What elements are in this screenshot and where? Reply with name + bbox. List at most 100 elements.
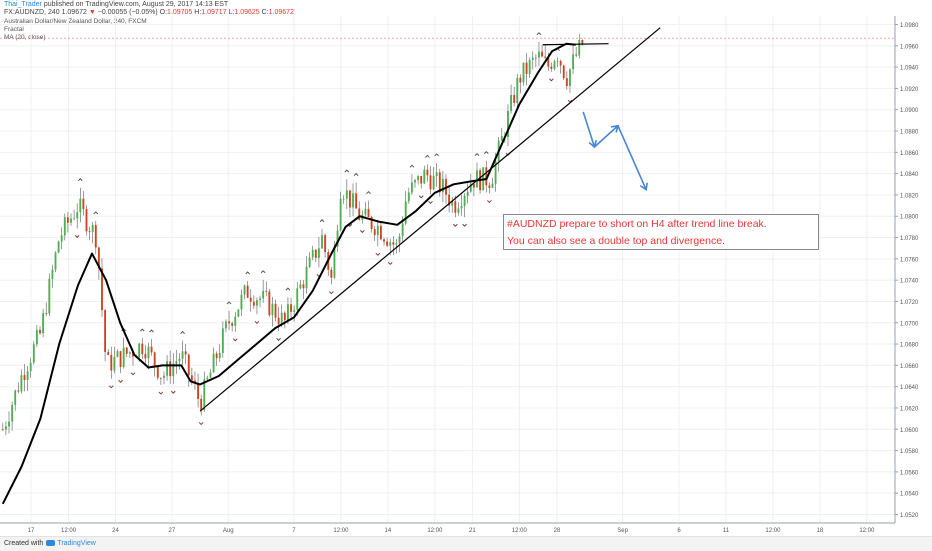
candle-body: [88, 231, 91, 233]
resistance-line: [542, 43, 609, 46]
candle-body: [572, 54, 574, 70]
candle-body: [336, 230, 339, 247]
candle-body: [488, 185, 491, 188]
ohlc-info: FX:AUDNZD, 240 1.09672 ▼ −0.00055 (−0.05…: [4, 9, 294, 16]
candle-body: [29, 362, 32, 372]
fractal-up-marker: [353, 172, 359, 176]
open-label: O:: [159, 9, 168, 16]
candle-body: [404, 201, 407, 224]
time-tick-label: 12:00: [333, 528, 349, 534]
fractal-down-marker: [108, 385, 114, 389]
fractal-down-marker: [74, 235, 80, 239]
candle-body: [14, 390, 17, 405]
fractal-down-marker: [232, 338, 238, 342]
candle-body: [528, 59, 531, 74]
fractal-up-marker: [226, 301, 232, 305]
candle-body: [203, 379, 206, 410]
tradingview-link[interactable]: TradingView: [57, 540, 96, 547]
candle-body: [265, 290, 268, 292]
candle-body: [364, 208, 367, 215]
candle-body: [383, 239, 385, 242]
fractal-up-marker: [319, 219, 325, 223]
candle-body: [429, 175, 432, 190]
candle-body: [441, 178, 444, 193]
candle-body: [407, 192, 410, 202]
candle-body: [113, 356, 116, 371]
change-value: −0.00055 (−0.05%): [97, 9, 158, 16]
candle-body: [156, 366, 159, 378]
candle-body: [358, 208, 361, 220]
ma-indicator-label[interactable]: MA (20, close): [4, 34, 46, 41]
tradingview-logo-icon: [46, 540, 56, 547]
fractal-down-marker: [130, 372, 136, 376]
candle-body: [262, 290, 265, 299]
candle-body: [119, 351, 122, 367]
candle-body: [212, 353, 215, 373]
last-price: 1.09672: [61, 9, 87, 16]
projection-arrow-segment: [617, 125, 647, 190]
candle-body: [451, 201, 454, 206]
candle-body: [228, 321, 230, 324]
candle-body: [410, 182, 413, 193]
price-tick-label: 1.0860: [900, 151, 919, 157]
price-tick-label: 1.0900: [900, 108, 919, 114]
time-tick-label: 28: [554, 528, 561, 534]
candle-body: [197, 383, 199, 399]
trend-line: [199, 27, 661, 412]
price-tick-label: 1.0940: [900, 66, 919, 72]
candle-body: [432, 175, 435, 190]
candle-body: [243, 285, 246, 295]
price-tick-label: 1.0980: [900, 23, 919, 29]
fractal-down-marker: [276, 337, 281, 341]
candle-body: [190, 375, 193, 381]
candle-body: [472, 183, 475, 188]
price-tick-label: 1.0620: [900, 406, 919, 412]
candle-body: [11, 404, 14, 422]
candle-body: [159, 377, 162, 379]
candle-body: [206, 377, 209, 380]
author-link[interactable]: Thai_Trader: [4, 1, 42, 8]
candle-body: [32, 344, 35, 363]
fractal-up-marker: [536, 32, 542, 36]
candle-body: [246, 285, 249, 298]
fractal-down-marker: [487, 200, 492, 204]
price-tick-label: 1.0640: [900, 385, 919, 391]
fractal-indicator-label[interactable]: Fractal: [4, 26, 24, 33]
price-chart[interactable]: 1.0980 1.0960 1.0940 1.0920 1.0900 1.0880 1.08…: [0, 0, 932, 536]
chart-header: Thai_Trader published on TradingView.com…: [0, 0, 932, 16]
candle-body: [516, 77, 519, 103]
candle-body: [469, 183, 472, 192]
candle-body: [45, 313, 48, 314]
time-tick-label: 12:00: [859, 528, 875, 534]
candle-body: [342, 198, 345, 200]
time-tick-label: 24: [112, 528, 119, 534]
price-tick-label: 1.0840: [900, 172, 919, 178]
footer: Created with TradingView: [0, 536, 932, 551]
candle-body: [283, 312, 286, 321]
candle-body: [26, 371, 29, 380]
candle-body: [324, 235, 327, 253]
price-tick-label: 1.0720: [900, 300, 919, 306]
candle-body: [311, 249, 314, 258]
candle-body: [144, 354, 147, 359]
candle-body: [184, 351, 187, 355]
candle-body: [79, 198, 82, 213]
candle-body: [330, 269, 333, 278]
annotation-box[interactable]: #AUDNZD prepare to short on H4 after tre…: [503, 214, 819, 250]
candle-body: [401, 223, 404, 237]
fractal-up-marker: [483, 150, 489, 155]
candle-body: [373, 228, 376, 236]
fractal-down-marker: [428, 200, 433, 205]
candle-body: [318, 248, 320, 258]
candle-body: [578, 39, 581, 56]
candle-body: [386, 241, 389, 246]
price-tick-label: 1.0920: [900, 87, 919, 93]
candle-body: [544, 56, 547, 58]
price-tick-label: 1.0760: [900, 257, 919, 263]
fractal-down-marker: [452, 223, 458, 227]
price-tick-label: 1.0540: [900, 492, 919, 498]
candle-body: [398, 236, 401, 244]
fractal-up-marker: [77, 178, 83, 182]
fractal-down-marker: [158, 391, 164, 395]
candle-body: [57, 241, 60, 253]
